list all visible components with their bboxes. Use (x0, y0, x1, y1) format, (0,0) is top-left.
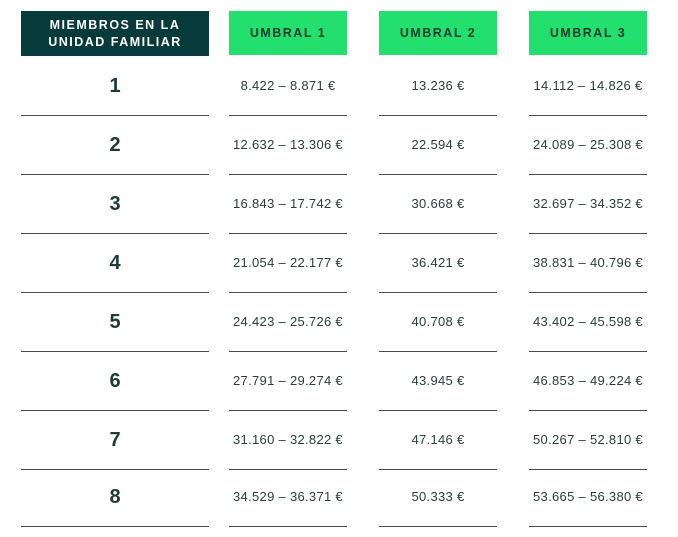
table-row: 8 34.529 – 36.371 € 50.333 € 53.665 – 56… (0, 468, 678, 527)
umbral-2-value: 40.708 € (379, 293, 497, 352)
umbral-3-value: 46.853 – 49.224 € (529, 352, 647, 411)
umbral-3-value: 14.112 – 14.826 € (529, 57, 647, 116)
table-row: 7 31.160 – 32.822 € 47.146 € 50.267 – 52… (0, 411, 678, 470)
umbral-2-value: 36.421 € (379, 234, 497, 293)
table-row: 3 16.843 – 17.742 € 30.668 € 32.697 – 34… (0, 175, 678, 234)
umbral-3-value: 32.697 – 34.352 € (529, 175, 647, 234)
umbral-2-value: 47.146 € (379, 411, 497, 470)
members-count: 3 (21, 175, 209, 234)
header-umbral-3: UMBRAL 3 (529, 11, 647, 55)
members-count: 2 (21, 116, 209, 175)
umbral-3-value: 50.267 – 52.810 € (529, 411, 647, 470)
table-row: 6 27.791 – 29.274 € 43.945 € 46.853 – 49… (0, 352, 678, 411)
umbral-3-value: 24.089 – 25.308 € (529, 116, 647, 175)
members-count: 5 (21, 293, 209, 352)
table-row: 2 12.632 – 13.306 € 22.594 € 24.089 – 25… (0, 116, 678, 175)
umbral-1-value: 34.529 – 36.371 € (229, 468, 347, 527)
members-count: 1 (21, 57, 209, 116)
umbral-1-value: 12.632 – 13.306 € (229, 116, 347, 175)
table-row: 5 24.423 – 25.726 € 40.708 € 43.402 – 45… (0, 293, 678, 352)
header-members: MIEMBROS EN LA UNIDAD FAMILIAR (21, 11, 209, 56)
umbral-1-value: 8.422 – 8.871 € (229, 57, 347, 116)
table-row: 4 21.054 – 22.177 € 36.421 € 38.831 – 40… (0, 234, 678, 293)
umbral-2-value: 22.594 € (379, 116, 497, 175)
umbral-1-value: 31.160 – 32.822 € (229, 411, 347, 470)
umbral-1-value: 24.423 – 25.726 € (229, 293, 347, 352)
umbral-3-value: 53.665 – 56.380 € (529, 468, 647, 527)
members-count: 4 (21, 234, 209, 293)
table-row: 1 8.422 – 8.871 € 13.236 € 14.112 – 14.8… (0, 57, 678, 116)
umbral-2-value: 13.236 € (379, 57, 497, 116)
umbral-1-value: 21.054 – 22.177 € (229, 234, 347, 293)
header-umbral-1: UMBRAL 1 (229, 11, 347, 55)
header-umbral-2: UMBRAL 2 (379, 11, 497, 55)
members-count: 7 (21, 411, 209, 470)
umbral-3-value: 43.402 – 45.598 € (529, 293, 647, 352)
umbral-3-value: 38.831 – 40.796 € (529, 234, 647, 293)
umbral-2-value: 43.945 € (379, 352, 497, 411)
umbral-1-value: 16.843 – 17.742 € (229, 175, 347, 234)
umbral-2-value: 30.668 € (379, 175, 497, 234)
members-count: 6 (21, 352, 209, 411)
umbral-1-value: 27.791 – 29.274 € (229, 352, 347, 411)
members-count: 8 (21, 468, 209, 527)
umbral-2-value: 50.333 € (379, 468, 497, 527)
